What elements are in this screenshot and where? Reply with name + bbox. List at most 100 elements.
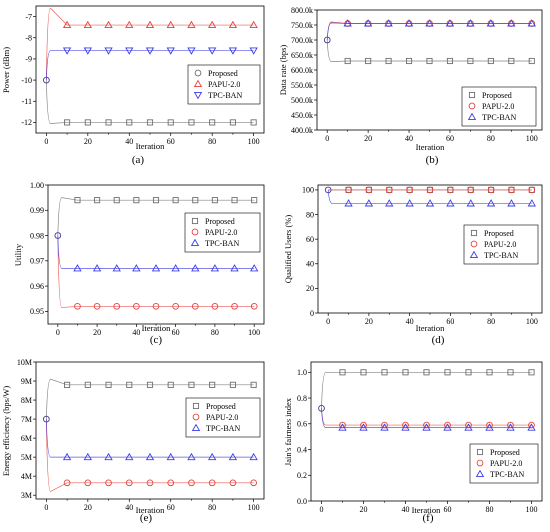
y-tick-label: 60: [306, 235, 314, 244]
y-tick-label: 0.4: [297, 445, 307, 454]
x-tick-label: 60: [446, 134, 454, 143]
legend-label: TPC-BAN: [208, 91, 242, 100]
data-point: [125, 20, 134, 29]
subfigure-caption: (c): [150, 334, 163, 346]
y-tick-label: 0.8: [297, 394, 307, 403]
y-tick-label: 400.0k: [291, 126, 313, 135]
legend-label: PAPU-2.0: [208, 80, 240, 89]
y-tick-label: 0.0: [297, 497, 307, 506]
data-point: [92, 264, 102, 272]
series-line: [326, 22, 532, 41]
series-line: [46, 7, 254, 81]
legend-label: PAPU-2.0: [490, 459, 522, 468]
data-point: [445, 19, 455, 27]
x-tick-label: 20: [360, 505, 368, 514]
data-point: [251, 197, 258, 204]
data-point: [385, 186, 393, 194]
x-tick-label: 80: [487, 317, 495, 326]
data-point: [380, 423, 389, 431]
data-point: [405, 199, 414, 207]
data-point: [211, 302, 219, 310]
series-line: [46, 50, 254, 81]
data-point: [166, 20, 175, 29]
data-point: [406, 186, 413, 194]
x-axis-label: Iteration: [416, 142, 446, 152]
data-point: [125, 47, 134, 55]
data-point: [209, 119, 216, 126]
legend-label: Proposed: [490, 448, 520, 457]
data-point: [231, 302, 238, 310]
data-point: [405, 57, 413, 65]
y-tick-label: 0.2: [297, 471, 307, 480]
data-point: [172, 302, 179, 310]
data-point: [105, 381, 112, 388]
data-point: [191, 264, 200, 272]
data-point: [404, 19, 414, 27]
data-point: [187, 47, 196, 55]
data-point: [146, 119, 154, 126]
legend-marker: [194, 69, 202, 77]
data-point: [338, 423, 347, 431]
data-point: [104, 452, 113, 461]
y-tick-label: 800.0k: [291, 6, 313, 15]
data-point: [63, 479, 71, 487]
data-point: [62, 452, 72, 461]
data-point: [228, 20, 238, 29]
data-point: [113, 197, 120, 204]
data-point: [83, 452, 92, 461]
data-point: [145, 47, 155, 55]
x-tick-label: 40: [406, 317, 414, 326]
series-tpc-ban: [327, 189, 536, 207]
x-tick-label: 20: [84, 503, 92, 512]
y-tick-label: 550.0k: [291, 81, 313, 90]
series-line: [327, 189, 532, 204]
y-axis-label: Data rate (bps): [278, 45, 288, 96]
data-point: [381, 369, 388, 376]
x-tick-label: 40: [125, 137, 133, 146]
data-point: [527, 199, 536, 207]
data-point: [133, 197, 140, 204]
series-line: [326, 39, 532, 62]
data-point: [364, 199, 374, 207]
y-tick-label: 0.96: [30, 282, 44, 291]
data-point: [487, 186, 495, 194]
legend-label: TPC-BAN: [205, 239, 239, 248]
data-point: [486, 19, 496, 27]
data-point: [465, 369, 472, 376]
legend: Proposed PAPU-2.0 TPC-BAN: [184, 212, 261, 253]
x-tick-label: 0: [44, 137, 48, 146]
y-tick-label: 600.0k: [291, 66, 313, 75]
y-tick-label: 0.97: [30, 257, 44, 266]
subfigure-caption: (b): [426, 154, 439, 166]
x-tick-label: 80: [208, 137, 216, 146]
x-tick-label: 0: [325, 134, 329, 143]
y-tick-label: 4M: [21, 472, 32, 481]
y-tick-label: 0.6: [297, 420, 307, 429]
y-tick-label: 750.0k: [291, 21, 313, 30]
data-point: [209, 381, 216, 388]
x-tick-label: 20: [84, 137, 92, 146]
x-tick-label: 60: [446, 317, 454, 326]
data-point: [426, 186, 434, 194]
data-point: [486, 369, 493, 376]
data-point: [83, 20, 92, 29]
y-tick-label: 7M: [21, 415, 32, 424]
series-line: [46, 419, 254, 458]
x-tick-label: 0: [326, 317, 330, 326]
data-point: [84, 381, 91, 388]
data-point: [360, 369, 367, 376]
y-tick-label: 0.99: [30, 206, 44, 215]
x-tick-label: 60: [167, 503, 175, 512]
data-point: [167, 381, 174, 388]
chart-b: 0 20 40 60 80 100 400.0k 450.0k 500.0k 550.0k 600.…: [278, 6, 543, 166]
data-point: [152, 302, 160, 310]
y-axis-label: Energy efficiency (bps/W): [1, 386, 11, 476]
data-point: [446, 199, 455, 207]
legend-label: Proposed: [484, 229, 514, 238]
data-point: [444, 369, 451, 376]
data-point: [145, 20, 155, 29]
data-point: [133, 302, 140, 310]
data-point: [249, 452, 258, 461]
data-point: [125, 452, 134, 461]
